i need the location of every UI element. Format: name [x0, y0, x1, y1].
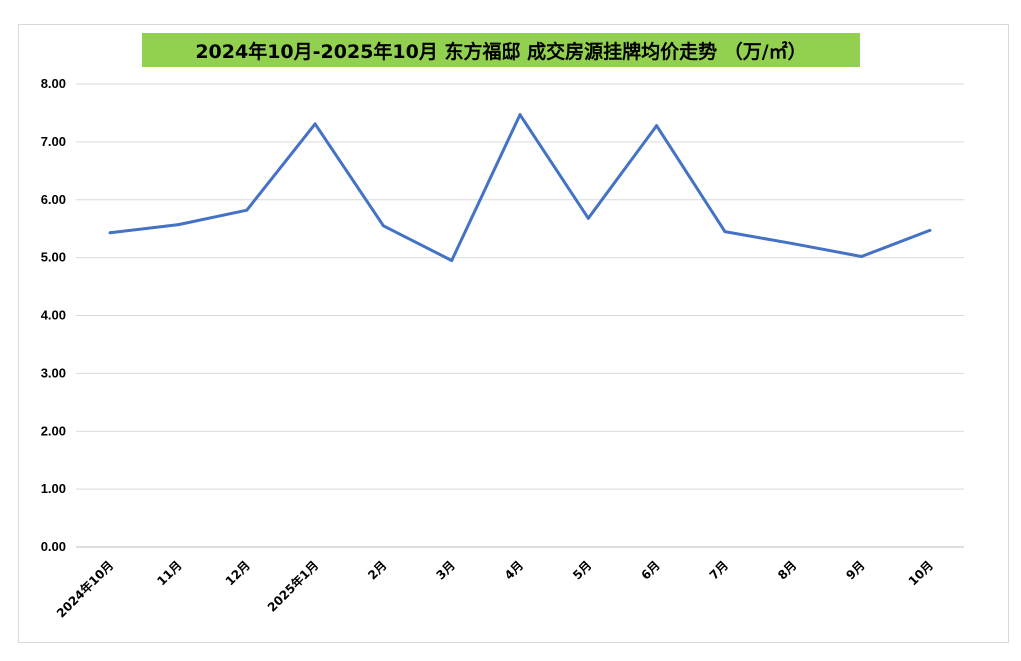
y-tick-label: 6.00 [41, 192, 66, 207]
y-tick-label: 3.00 [41, 365, 66, 380]
data-point [450, 259, 454, 263]
data-point [791, 242, 795, 246]
gridlines [76, 83, 964, 548]
x-tick-label: 6月 [638, 558, 662, 582]
data-point [586, 216, 590, 220]
x-tick-label: 7月 [707, 558, 731, 582]
y-tick-label: 5.00 [41, 250, 66, 265]
x-tick-label: 10月 [906, 558, 936, 588]
y-tick-label: 4.00 [41, 308, 66, 323]
y-axis-ticks: 0.00 1.00 2.00 3.00 4.00 5.00 6.00 7.00 8.00 [41, 76, 66, 554]
y-tick-label: 8.00 [41, 76, 66, 91]
series-line [108, 113, 932, 262]
data-point [108, 231, 112, 235]
x-tick-label: 3月 [434, 558, 458, 582]
series-layer [108, 113, 932, 263]
x-tick-label: 2025年1月 [264, 558, 321, 615]
data-point [518, 113, 522, 117]
data-point [723, 230, 727, 234]
chart-title-box: 2024年10月-2025年10月 东方福邸 成交房源挂牌均价走势 （万/㎡） [142, 33, 860, 67]
y-tick-label: 0.00 [41, 539, 66, 554]
x-tick-label: 4月 [502, 558, 526, 582]
x-tick-label: 2月 [365, 558, 389, 582]
y-tick-label: 7.00 [41, 134, 66, 149]
y-tick-label: 1.00 [41, 481, 66, 496]
x-tick-label: 5月 [570, 558, 594, 582]
chart-title: 2024年10月-2025年10月 东方福邸 成交房源挂牌均价走势 （万/㎡） [195, 40, 807, 63]
data-point [381, 224, 385, 228]
data-point [176, 223, 180, 227]
x-tick-label: 11月 [154, 558, 184, 588]
y-tick-label: 2.00 [41, 423, 66, 438]
x-tick-label: 2024年10月 [53, 558, 116, 621]
data-point [313, 122, 317, 126]
x-tick-label: 12月 [223, 558, 253, 588]
x-tick-label: 8月 [775, 558, 799, 582]
data-point [245, 208, 249, 212]
x-tick-label: 9月 [843, 558, 867, 582]
data-point [655, 124, 659, 128]
data-point [860, 254, 864, 258]
data-point [928, 228, 932, 232]
x-axis-ticks: 2024年10月 11月 12月 2025年1月 2月 3月 4月 5月 6月 7月 8月 9月 10月 [53, 558, 936, 621]
